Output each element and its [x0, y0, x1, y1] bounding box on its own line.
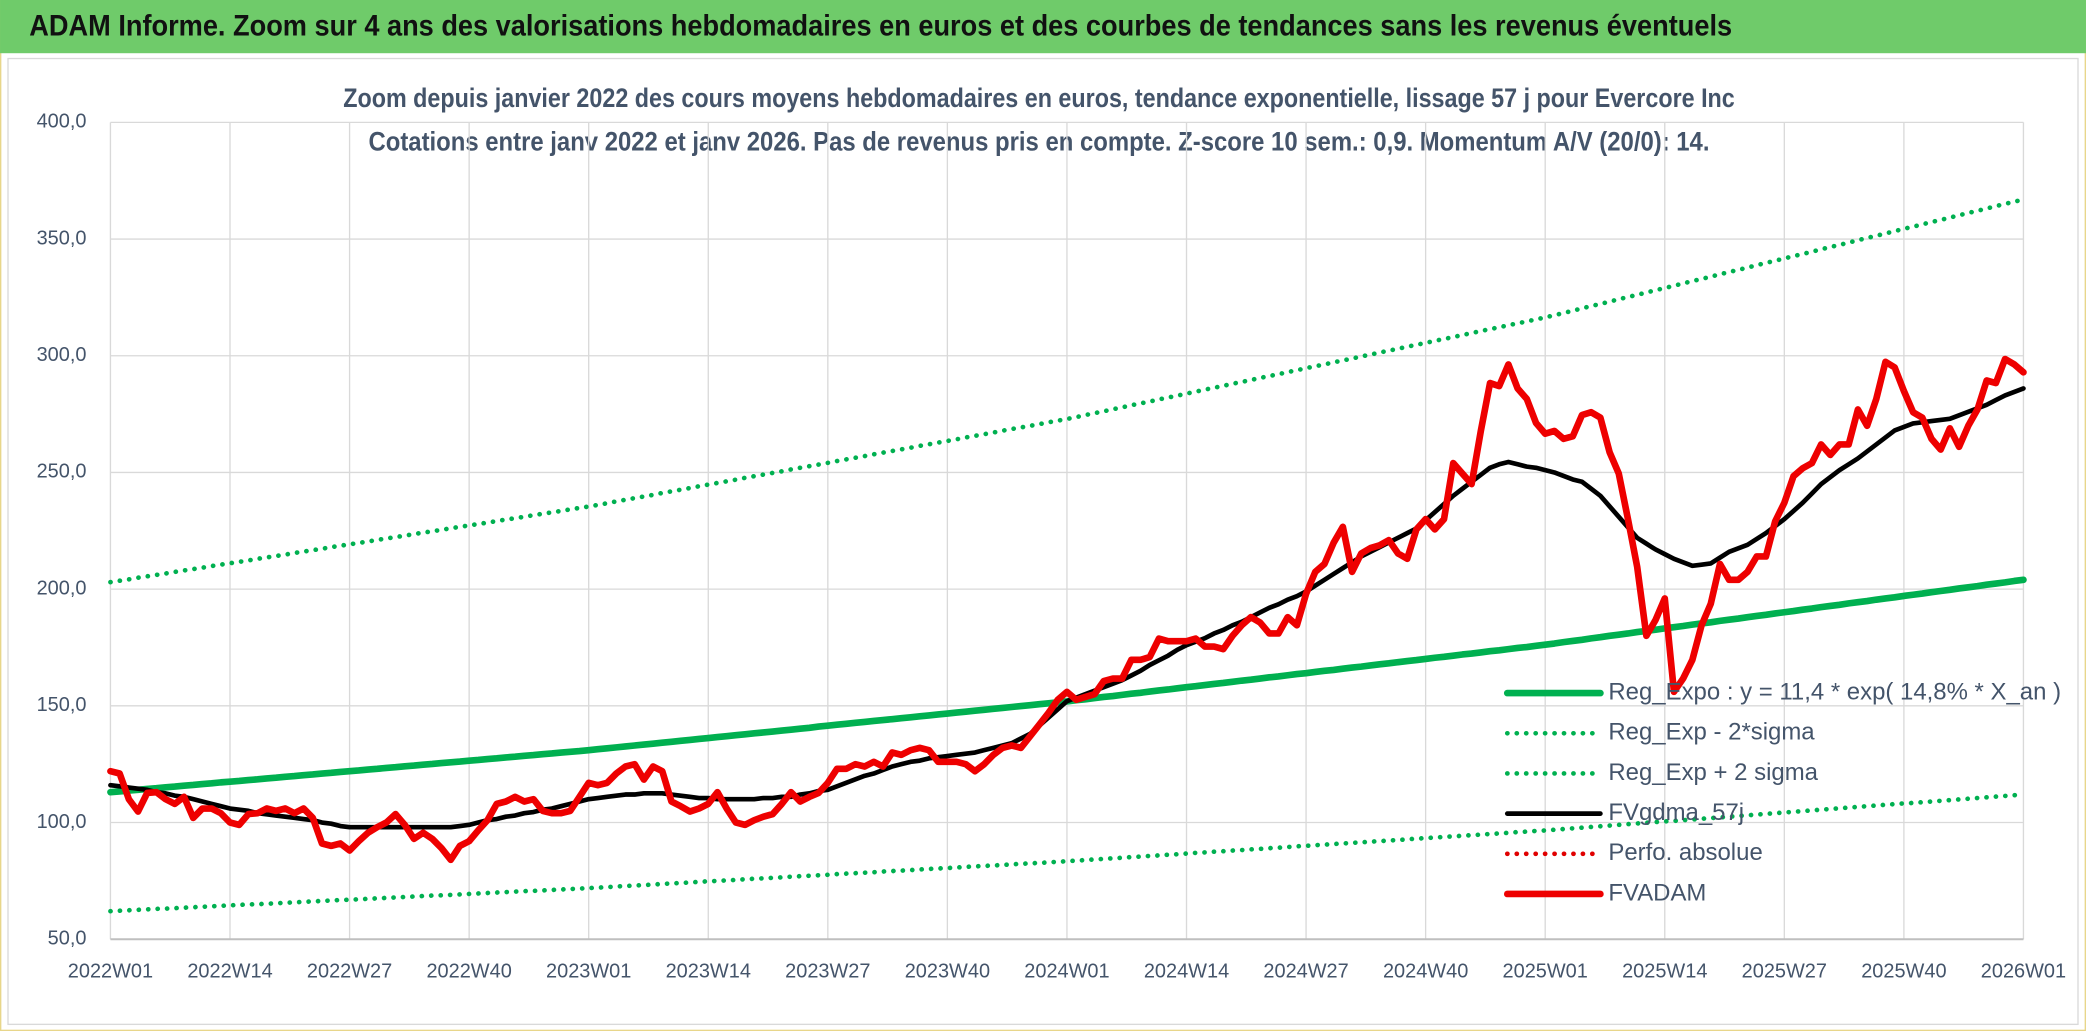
y-tick-label: 250,0 [37, 461, 87, 483]
x-tick-label: 2024W27 [1263, 961, 1348, 983]
y-tick-label: 300,0 [37, 344, 87, 366]
y-tick-label: 350,0 [37, 227, 87, 249]
chart-subtitle: Cotations entre janv 2022 et janv 2026. … [369, 127, 1710, 157]
y-tick-label: 400,0 [37, 111, 87, 133]
lines [107, 197, 2027, 914]
x-tick-label: 2023W40 [905, 961, 990, 983]
x-tick-label: 2022W40 [426, 961, 511, 983]
x-tick-label: 2025W27 [1742, 961, 1827, 983]
header-title: ADAM Informe. Zoom sur 4 ans des valoris… [29, 11, 1732, 43]
x-tick-label: 2023W14 [666, 961, 751, 983]
x-tick-label: 2022W14 [187, 961, 272, 983]
series-line [108, 386, 2026, 830]
x-tick-label: 2022W01 [68, 961, 153, 983]
x-tick-label: 2025W14 [1622, 961, 1707, 983]
chart-title: Zoom depuis janvier 2022 des cours moyen… [343, 83, 1735, 113]
series-line [108, 197, 2026, 585]
x-tick-label: 2026W01 [1981, 961, 2066, 983]
legend-label: Reg_Expo : y = 11,4 * exp( 14,8% * X_an … [1608, 678, 2061, 705]
series-line [107, 355, 2027, 864]
x-tick-label: 2024W14 [1144, 961, 1229, 983]
x-tick-label: 2024W40 [1383, 961, 1468, 983]
legend: Reg_Expo : y = 11,4 * exp( 14,8% * X_an … [1503, 678, 2061, 906]
y-tick-label: 50,0 [48, 927, 87, 949]
legend-label: Reg_Exp - 2*sigma [1608, 719, 1815, 746]
x-tick-label: 2025W01 [1503, 961, 1588, 983]
y-tick-label: 200,0 [37, 577, 87, 599]
x-tick-label: 2023W27 [785, 961, 870, 983]
x-tick-label: 2022W27 [307, 961, 392, 983]
legend-label: FVADAM [1608, 879, 1706, 906]
chart-border [7, 57, 2079, 1026]
legend-label: FVgdma_57j [1608, 799, 1744, 826]
legend-label: Reg_Exp + 2 sigma [1608, 759, 1818, 786]
x-tick-label: 2025W40 [1861, 961, 1946, 983]
header-bar [0, 0, 2086, 54]
grid: 50,0 100,0 150,0 200,0 250,0 300,0 350,0 400,0 2… [37, 111, 2067, 983]
x-tick-label: 2023W01 [546, 961, 631, 983]
y-tick-label: 100,0 [37, 811, 87, 833]
legend-label: Perfo. absolue [1608, 839, 1762, 866]
y-tick-label: 150,0 [37, 694, 87, 716]
x-tick-label: 2024W01 [1024, 961, 1109, 983]
series-line [108, 792, 2026, 914]
